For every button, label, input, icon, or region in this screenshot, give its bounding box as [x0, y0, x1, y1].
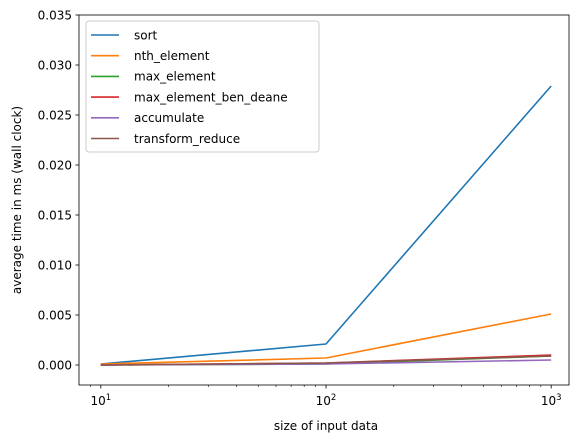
y-tick-label: 0.025 — [38, 108, 72, 122]
legend-label-5: transform_reduce — [134, 132, 240, 146]
y-tick-label: 0.010 — [38, 258, 72, 272]
legend-label-2: max_element — [134, 70, 216, 84]
legend-box — [85, 20, 320, 153]
series-line-0 — [100, 85, 552, 365]
legend-label-3: max_element_ben_deane — [134, 90, 288, 104]
y-tick-label: 0.020 — [38, 158, 72, 172]
x-tick-label: 103 — [541, 393, 562, 408]
series-line-5 — [100, 355, 552, 366]
plot-area — [100, 85, 552, 366]
x-axis-label: size of input data — [274, 419, 378, 433]
x-axis: 101 102 103 — [90, 385, 562, 408]
legend-label-4: accumulate — [134, 111, 204, 125]
x-tick-label: 102 — [316, 393, 337, 408]
series-line-1 — [100, 313, 552, 365]
y-axis-label: average time in ms (wall clock) — [10, 106, 24, 294]
legend-label-1: nth_element — [134, 49, 210, 63]
y-tick-label: 0.035 — [38, 8, 72, 22]
legend: sort nth_element max_element max_element_be… — [85, 20, 320, 153]
y-axis: 0.000 0.005 0.010 0.015 0.020 0.025 0.030 0.035 — [38, 8, 79, 372]
y-tick-label: 0.015 — [38, 208, 72, 222]
x-tick-label: 101 — [90, 393, 111, 408]
legend-label-0: sort — [134, 28, 158, 42]
y-tick-label: 0.005 — [38, 308, 72, 322]
y-tick-label: 0.000 — [38, 358, 72, 372]
y-tick-label: 0.030 — [38, 58, 72, 72]
axes-frame — [78, 14, 570, 386]
